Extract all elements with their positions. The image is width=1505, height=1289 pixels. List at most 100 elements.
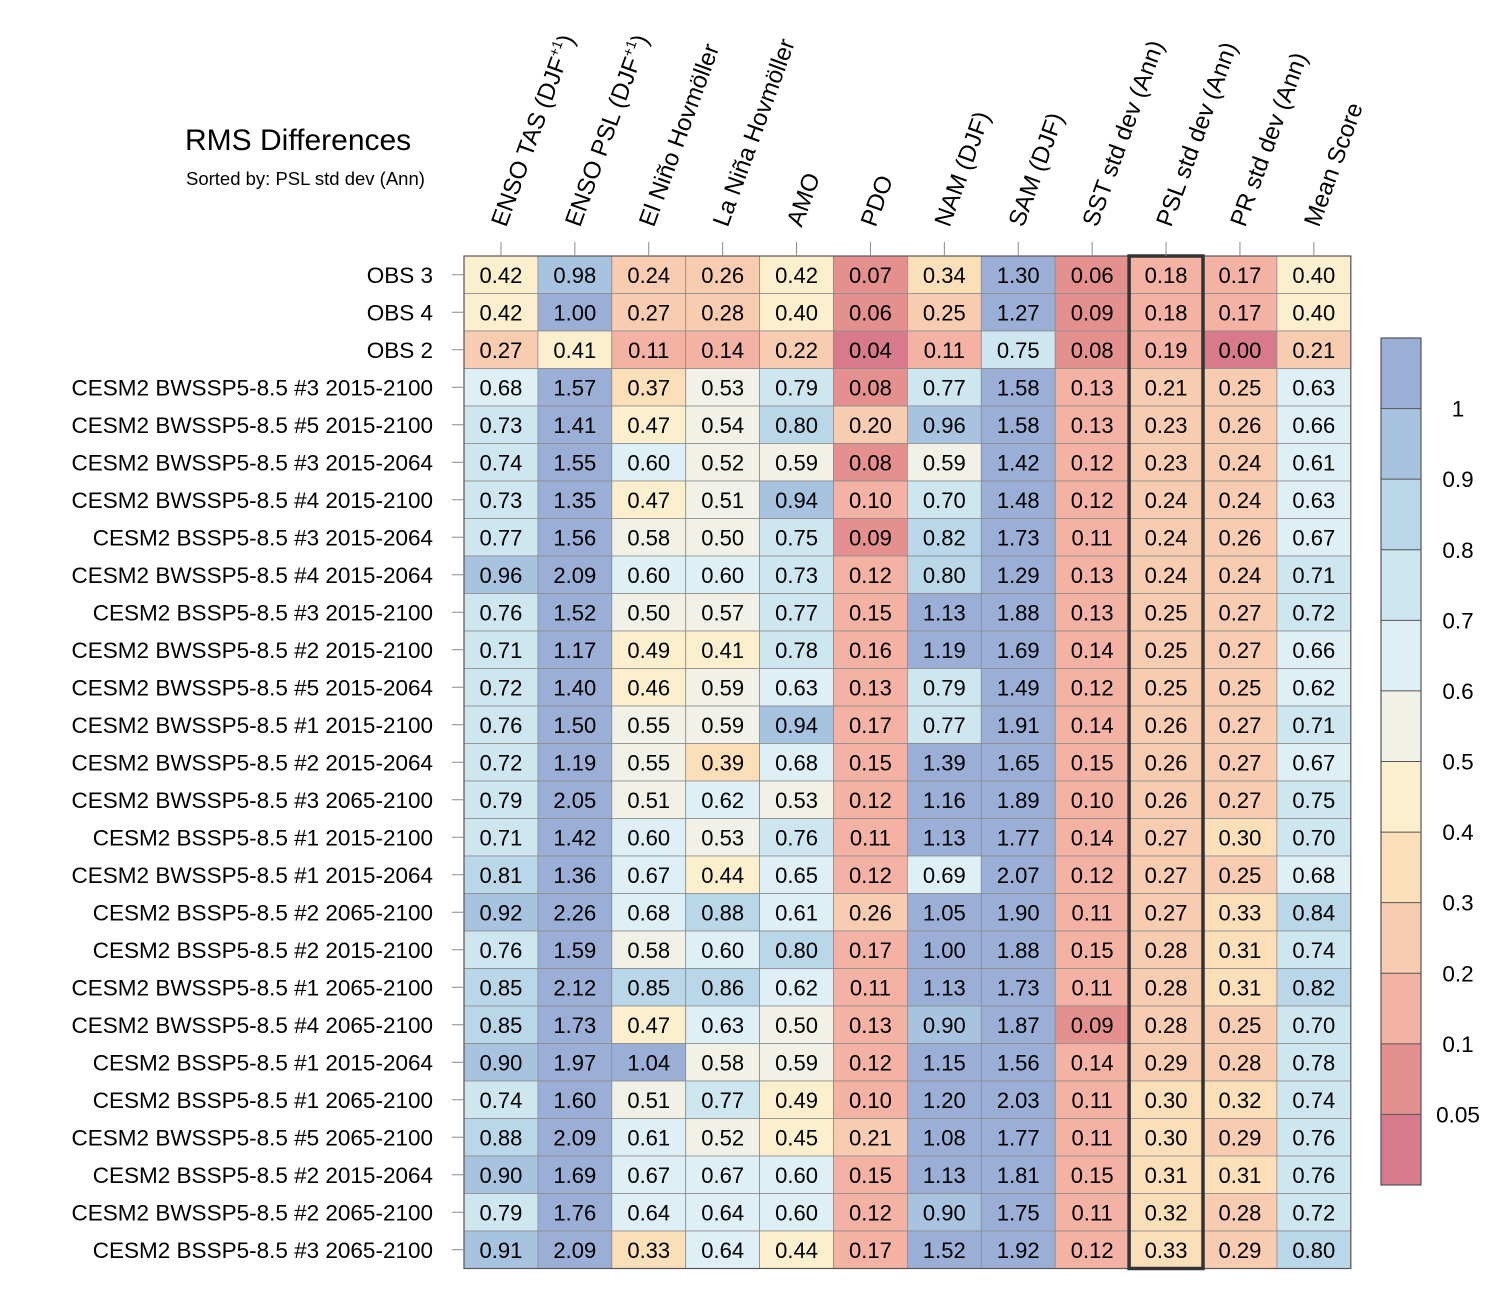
cell-value-label: 0.27 xyxy=(1219,638,1262,663)
heatmap-cell xyxy=(1128,1043,1204,1082)
heatmap-cell xyxy=(980,968,1056,1007)
cell-value-label: 0.62 xyxy=(1292,675,1335,700)
heatmap-cell xyxy=(685,1118,761,1157)
heatmap-cell xyxy=(980,443,1056,482)
heatmap-cell xyxy=(611,893,687,932)
cell-value-label: 0.90 xyxy=(923,1013,966,1038)
heatmap-cell xyxy=(1054,780,1130,819)
cell-value-label: 1.73 xyxy=(553,1013,596,1038)
cell-value-label: 0.76 xyxy=(480,938,523,963)
cell-value-label: 0.11 xyxy=(1072,1088,1113,1113)
cell-value-label: 2.03 xyxy=(997,1088,1040,1113)
cell-value-label: 0.47 xyxy=(627,488,670,513)
heatmap-cell xyxy=(685,555,761,594)
heatmap-cell xyxy=(907,1118,982,1157)
cell-value-label: 1.76 xyxy=(553,1200,596,1225)
heatmap-cell xyxy=(685,930,761,969)
colorbar-segment xyxy=(1381,761,1421,833)
row-label: CESM2 BSSP5-8.5 #2 2065-2100 xyxy=(93,900,433,925)
heatmap-cell xyxy=(833,1005,908,1044)
heatmap-cell xyxy=(685,818,761,857)
heatmap-cell xyxy=(611,780,687,819)
heatmap-cell xyxy=(611,630,687,669)
cell-value-label: 0.24 xyxy=(1145,488,1188,513)
heatmap-cell xyxy=(907,1043,982,1082)
cell-value-label: 0.60 xyxy=(627,450,670,475)
cell-value-label: 0.81 xyxy=(480,863,523,888)
cell-value-label: 0.74 xyxy=(1292,1088,1335,1113)
cell-value-label: 0.53 xyxy=(701,375,744,400)
cell-value-label: 0.17 xyxy=(849,1238,892,1263)
cell-value-label: 1.69 xyxy=(997,638,1040,663)
cell-value-label: 0.11 xyxy=(924,338,965,363)
heatmap-cell xyxy=(1202,930,1278,969)
cell-value-label: 0.45 xyxy=(775,1125,818,1150)
column-label: AMO xyxy=(782,169,826,230)
cell-value-label: 0.23 xyxy=(1145,413,1188,438)
heatmap-cell xyxy=(685,480,761,519)
cell-value-label: 1.27 xyxy=(997,300,1040,325)
cell-value-label: 0.13 xyxy=(849,675,892,700)
cell-value-label: 2.12 xyxy=(553,975,596,1000)
cell-value-label: 0.60 xyxy=(701,938,744,963)
cell-value-label: 1.15 xyxy=(923,1050,966,1075)
cell-value-label: 0.71 xyxy=(480,825,523,850)
cell-value-label: 0.63 xyxy=(1292,488,1335,513)
cell-value-label: 0.24 xyxy=(1145,525,1188,550)
cell-value-label: 0.29 xyxy=(1145,1050,1188,1075)
cell-value-label: 0.67 xyxy=(701,1163,744,1188)
heatmap-cell xyxy=(1276,293,1352,332)
colorbar-label: 0.2 xyxy=(1442,961,1473,986)
cell-value-label: 0.47 xyxy=(627,413,670,438)
cell-value-label: 0.26 xyxy=(1145,713,1188,738)
cell-value-label: 0.26 xyxy=(1145,788,1188,813)
heatmap-cell xyxy=(907,1155,982,1194)
cell-value-label: 0.17 xyxy=(849,938,892,963)
heatmap-cell xyxy=(685,1043,761,1082)
heatmap-cell xyxy=(463,1080,539,1119)
heatmap-cell xyxy=(685,405,761,444)
cell-value-label: 0.82 xyxy=(1292,975,1335,1000)
cell-value-label: 1.77 xyxy=(997,825,1040,850)
heatmap-cell xyxy=(1276,968,1352,1007)
heatmap-cell xyxy=(537,593,613,632)
heatmap-cell xyxy=(1128,818,1204,857)
cell-value-label: 0.85 xyxy=(480,1013,523,1038)
heatmap-cell xyxy=(463,630,539,669)
cell-value-label: 0.68 xyxy=(775,750,818,775)
cell-value-label: 0.60 xyxy=(627,825,670,850)
cell-value-label: 0.42 xyxy=(775,263,818,288)
heatmap-cell xyxy=(463,593,539,632)
heatmap-cell xyxy=(685,780,761,819)
cell-value-label: 0.13 xyxy=(1071,413,1114,438)
heatmap-cell xyxy=(611,555,687,594)
heatmap-cell xyxy=(1128,555,1204,594)
cell-value-label: 0.77 xyxy=(480,525,523,550)
heatmap-cell xyxy=(1276,668,1352,707)
cell-value-label: 0.28 xyxy=(1145,975,1188,1000)
cell-value-label: 0.80 xyxy=(775,938,818,963)
cell-value-label: 0.30 xyxy=(1145,1125,1188,1150)
cell-value-label: 0.11 xyxy=(1072,1200,1113,1225)
cell-value-label: 0.25 xyxy=(1145,638,1188,663)
heatmap-cell xyxy=(685,743,761,782)
cell-value-label: 0.42 xyxy=(480,263,523,288)
heatmap-cell xyxy=(907,330,982,369)
heatmap-cell xyxy=(1276,443,1352,482)
row-label: OBS 3 xyxy=(367,263,433,288)
heatmap-cell xyxy=(759,968,834,1007)
heatmap-cell xyxy=(1276,705,1352,744)
cell-value-label: 1.41 xyxy=(553,413,596,438)
column-label: PDO xyxy=(856,172,899,230)
cell-value-label: 0.12 xyxy=(1071,1238,1114,1263)
heatmap-cell xyxy=(907,630,982,669)
heatmap-cell xyxy=(463,480,539,519)
heatmap-cell xyxy=(759,893,834,932)
cell-value-label: 1.49 xyxy=(997,675,1040,700)
heatmap-cell xyxy=(611,705,687,744)
heatmap-cell xyxy=(980,743,1056,782)
cell-value-label: 0.54 xyxy=(701,413,744,438)
cell-value-label: 1.88 xyxy=(997,938,1040,963)
cell-value-label: 0.78 xyxy=(1292,1050,1335,1075)
cell-value-label: 1.77 xyxy=(997,1125,1040,1150)
